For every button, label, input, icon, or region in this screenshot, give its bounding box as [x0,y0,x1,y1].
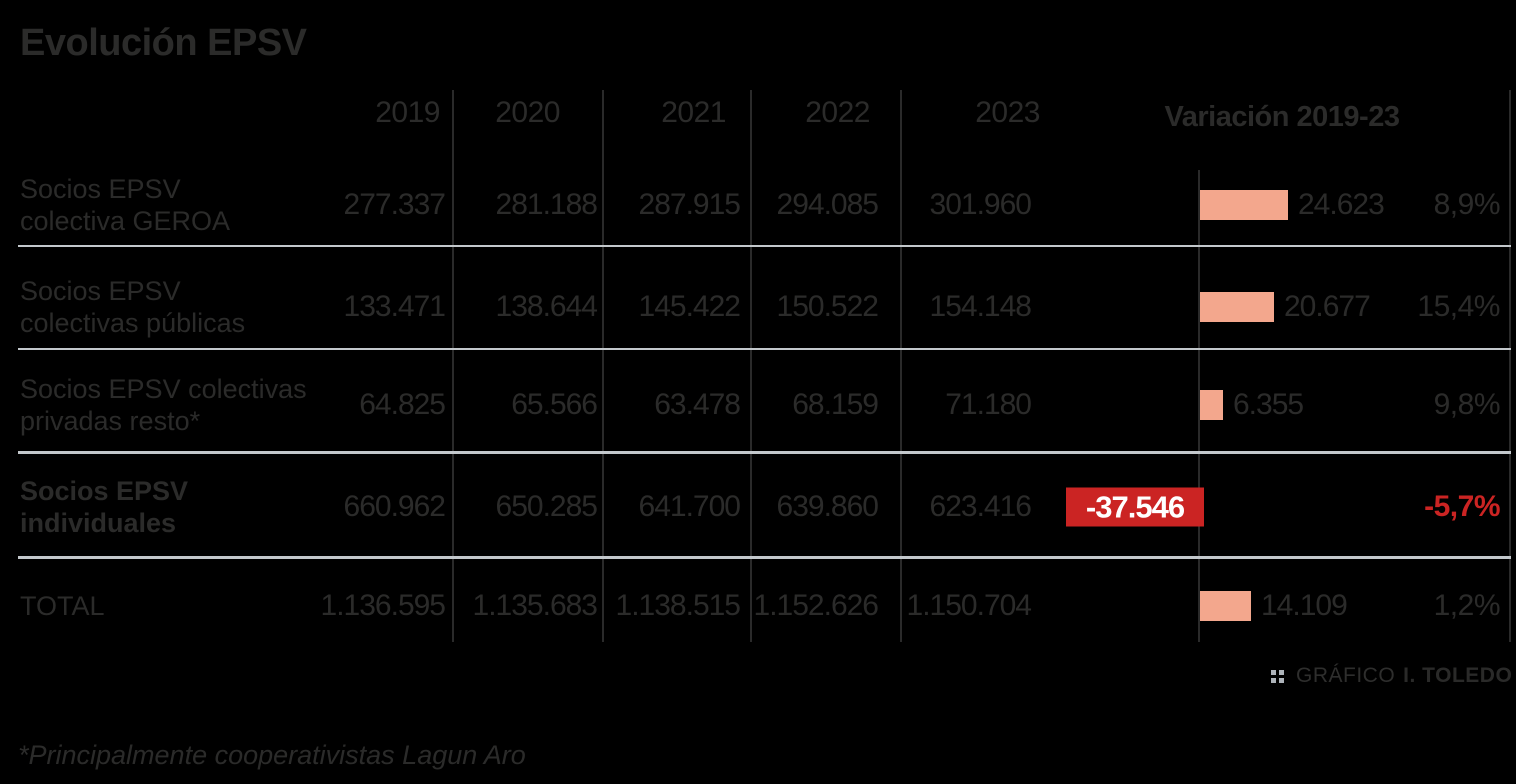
value-cell: 281.188 [495,188,598,221]
column-header-2020: 2020 [495,96,560,129]
value-cell: 138.644 [495,290,598,323]
value-cell: 1.138.515 [615,589,741,622]
variation-bar [1200,390,1223,420]
variation-percent: 8,9% [1433,188,1501,221]
value-cell: 301.960 [929,188,1032,221]
column-divider [452,90,454,642]
value-cell: 287.915 [638,188,741,221]
row-label: Socios EPSV colectiva GEROA [20,174,231,236]
column-header-2021: 2021 [661,96,726,129]
value-cell: 154.148 [929,290,1032,323]
bar-axis-line [1198,170,1200,642]
row-label: TOTAL [20,591,105,621]
value-cell: 277.337 [343,188,446,221]
value-cell: 68.159 [792,388,879,421]
variation-bar [1200,190,1288,220]
value-cell: 1.135.683 [472,589,598,622]
row-label: Socios EPSV colectivas públicas [20,276,246,338]
value-cell: 71.180 [945,388,1032,421]
column-header-variation: Variación 2019-23 [1164,101,1400,133]
value-cell: 65.566 [511,388,598,421]
table-row: TOTAL 1.136.595 1.135.683 1.138.515 1.15… [0,561,1516,651]
variation-value: 6.355 [1233,388,1304,421]
value-cell: 641.700 [638,490,741,523]
value-cell: 1.152.626 [753,589,879,622]
value-cell: 1.150.704 [906,589,1032,622]
value-cell: 63.478 [654,388,741,421]
column-divider [602,90,604,642]
row-label: Socios EPSV individuales [20,476,189,538]
value-cell: 294.085 [776,188,879,221]
variation-percent: 1,2% [1433,589,1501,622]
value-cell: 150.522 [776,290,879,323]
variation-value: 14.109 [1261,589,1348,622]
column-divider [900,90,902,642]
value-cell: 133.471 [343,290,446,323]
footnote: *Principalmente cooperativistas Lagun Ar… [18,740,526,770]
variation-value: -37.546 [1085,489,1185,524]
graphic-credit: GRÁFICO I. TOLEDO [1271,662,1512,690]
variation-percent: 15,4% [1417,290,1500,323]
column-divider [750,90,752,642]
grid-dots-icon [1271,669,1276,675]
table-row: Socios EPSV colectivas privadas resto* 6… [0,360,1516,450]
row-separator [18,556,1511,559]
table-row: Socios EPSV individuales 660.962 650.285… [0,462,1516,552]
value-cell: 623.416 [929,490,1032,523]
variation-bar [1200,292,1274,322]
page-title: Evolución EPSV [20,22,307,64]
negative-variation-bar: -37.546 [1066,487,1204,527]
column-header-2023: 2023 [975,96,1040,129]
value-cell: 650.285 [495,490,598,523]
variation-percent: -5,7% [1424,490,1500,523]
value-cell: 1.136.595 [320,589,446,622]
column-divider [1509,90,1511,642]
value-cell: 145.422 [638,290,741,323]
row-label: Socios EPSV colectivas privadas resto* [20,374,307,436]
variation-percent: 9,8% [1433,388,1501,421]
column-header-2022: 2022 [805,96,870,129]
variation-value: 20.677 [1284,290,1371,323]
row-separator [18,451,1511,454]
value-cell: 639.860 [776,490,879,523]
row-separator [18,348,1511,350]
row-separator [18,245,1511,247]
variation-value: 24.623 [1298,188,1385,221]
table-row: Socios EPSV colectiva GEROA 277.337 281.… [0,160,1516,250]
value-cell: 660.962 [343,490,446,523]
credit-author: I. TOLEDO [1403,664,1513,687]
value-cell: 64.825 [359,388,446,421]
credit-label: GRÁFICO [1296,664,1396,687]
column-header-2019: 2019 [375,96,440,129]
variation-bar [1200,591,1251,621]
table-row: Socios EPSV colectivas públicas 133.471 … [0,262,1516,352]
